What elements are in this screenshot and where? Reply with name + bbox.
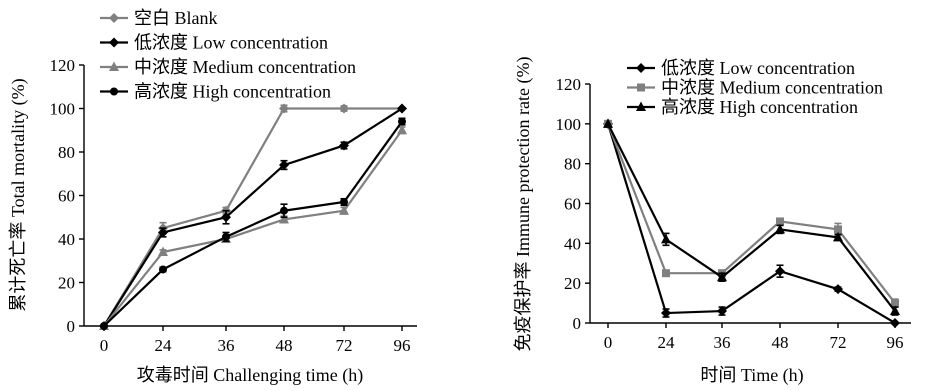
data-point [891,299,899,308]
legend-label: 空白 Blank [134,8,218,28]
data-point [222,232,230,241]
series-line [606,123,896,304]
data-point [159,265,167,274]
data-point [776,217,784,226]
y-tick-label: 40 [564,234,581,253]
data-point [100,322,108,330]
data-point [158,227,168,238]
series-3 [603,118,900,316]
series-line [607,123,896,312]
protection-rate-chart: 0 20 40 60 80 100 120 0 24 36 48 72 96 时间 Time (h) 免疫保… [513,57,911,386]
legend-marker [636,101,646,111]
data-point [662,269,670,278]
x-tick-label: 24 [658,333,676,352]
data-point [158,246,168,257]
series-line [103,129,403,327]
data-point [279,103,289,114]
y-axis-title: 免疫保护率 Immune protection rate (%) [513,57,534,352]
legend-label: 中浓度 Medium concentration [134,57,356,77]
y-tick-label: 0 [67,317,76,336]
data-point [398,117,406,126]
y-tick-label: 0 [573,314,582,333]
x-tick-label: 48 [772,333,789,352]
y-axis-title: 累计死亡率 Total mortality (%) [8,78,29,311]
x-tick-label: 36 [714,333,731,352]
y-tick-label: 60 [58,187,75,206]
y-tick-label: 100 [556,115,582,134]
series-2 [99,103,407,331]
legend-label: 中浓度 Medium concentration [661,78,883,98]
series-line [103,107,402,327]
data-point [603,118,613,128]
y-tick-label: 20 [58,274,75,293]
x-tick-label: 96 [887,333,904,352]
y-tick-label: 40 [58,230,75,249]
data-point [279,160,289,171]
x-tick-label: 24 [155,336,173,355]
data-point [397,103,407,114]
data-point [717,271,727,282]
data-point [339,205,349,215]
data-point [339,140,349,151]
data-point [280,206,288,215]
legend-label: 低浓度 Low concentration [134,33,328,53]
legend-label: 低浓度 Low concentration [661,58,855,78]
x-tick-label: 0 [100,336,109,355]
series-3 [99,124,407,330]
y-tick-label: 80 [58,143,75,162]
data-point [775,266,785,277]
data-point [890,318,900,328]
series-4 [100,117,406,330]
data-point [717,306,727,317]
data-point [775,223,785,234]
x-axis-title: 时间 Time (h) [700,365,803,386]
series-1 [603,118,900,328]
legend-marker [636,63,646,73]
y-tick-label: 20 [564,274,581,293]
x-tick-label: 72 [336,336,353,355]
data-point [279,213,289,224]
legend-marker [637,83,645,92]
legend-marker [109,61,119,71]
y-tick-label: 80 [564,155,581,174]
x-tick-label: 72 [830,333,847,352]
series-line [103,107,403,327]
x-tick-label: 36 [218,336,235,355]
mortality-chart: 0 20 40 60 80 100 120 0 24 36 48 72 96 攻毒时间 Challengi… [8,8,417,386]
data-point [339,103,349,114]
legend-label: 高浓度 High concentration [134,82,331,102]
x-tick-label: 96 [394,336,411,355]
y-tick-label: 120 [556,75,582,94]
x-axis-title: 攻毒时间 Challenging time (h) [137,365,363,386]
y-tick-label: 120 [50,56,76,75]
data-point [221,212,231,223]
legend-marker [109,37,119,48]
data-point [340,198,348,207]
x-tick-label: 0 [604,333,613,352]
data-point [834,225,842,234]
data-point [833,231,843,242]
x-tick-label: 48 [276,336,293,355]
y-tick-label: 60 [564,195,581,214]
data-point [661,233,671,244]
data-point [890,305,900,316]
data-point [661,308,671,319]
series-line [103,120,403,327]
y-tick-label: 100 [50,100,76,119]
series-2 [604,119,899,308]
legend-label: 高浓度 High concentration [661,97,858,117]
series-1 [99,103,407,331]
legend-marker [110,87,118,96]
series-line [606,123,896,324]
data-point [833,284,843,295]
data-point [397,124,407,135]
legend-marker [109,13,119,23]
